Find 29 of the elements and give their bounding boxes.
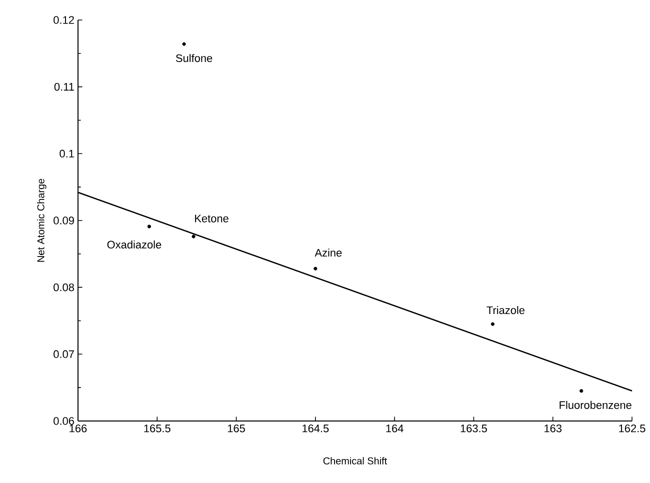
y-tick-label: 0.08 xyxy=(54,283,74,292)
x-tick-label: 165.5 xyxy=(144,424,170,432)
x-tick-label: 164 xyxy=(386,424,404,432)
y-axis-title: Net Atomic Charge xyxy=(37,178,46,262)
point xyxy=(147,224,152,228)
point xyxy=(192,234,196,238)
x-tick-label: 163 xyxy=(544,424,562,432)
y-tick-label: 0.07 xyxy=(54,350,74,358)
y-tick-label: 0.12 xyxy=(54,16,74,24)
point xyxy=(314,266,318,270)
x-tick-label: 165 xyxy=(228,424,245,432)
annotation: Triazole xyxy=(486,306,525,314)
x-axis-title: Chemical Shift xyxy=(323,457,388,464)
point xyxy=(490,322,495,326)
annotation: Fluorobenzene xyxy=(560,400,632,409)
y-tick-label: 0.11 xyxy=(54,82,74,91)
point xyxy=(580,389,584,393)
x-tick-label: 162.5 xyxy=(619,424,646,432)
x-tick-label: 166 xyxy=(70,424,87,432)
x-tick-label: 164.5 xyxy=(302,424,329,432)
annotation: Oxadiazole xyxy=(107,240,162,249)
annotation: Azine xyxy=(314,248,342,257)
annotation: Ketone xyxy=(195,214,228,222)
y-tick-label: 0.09 xyxy=(54,216,74,224)
y-tick-label: 0.1 xyxy=(60,150,74,158)
annotation: Sulfone xyxy=(176,54,212,62)
y-tick-label: 0.06 xyxy=(54,417,74,425)
point xyxy=(182,42,186,46)
x-tick-label: 163.5 xyxy=(460,424,487,432)
